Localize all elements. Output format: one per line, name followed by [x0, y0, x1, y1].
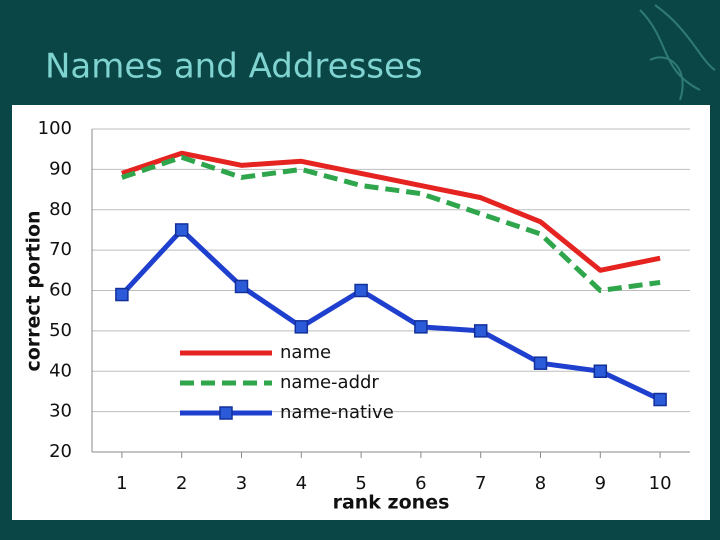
point-marker [593, 364, 608, 378]
x-tick-label: 9 [595, 473, 606, 494]
y-tick-label: 30 [49, 401, 72, 422]
x-tick-label: 1 [116, 473, 127, 494]
x-axis-label: rank zones [333, 492, 450, 514]
y-axis-label: correct portion [23, 210, 45, 371]
y-tick-label: 20 [49, 441, 72, 462]
legend-label: name-native [280, 402, 394, 423]
y-tick-label: 40 [49, 360, 72, 381]
x-tick-label: 2 [176, 473, 187, 494]
point-marker [653, 392, 667, 407]
series-line [121, 154, 661, 293]
x-tick-label: 4 [296, 473, 307, 494]
x-tick-label: 7 [475, 473, 486, 494]
x-tick-label: 6 [415, 473, 426, 494]
legend-marker [219, 406, 233, 420]
decoration [639, 4, 716, 101]
legend-label: name-addr [280, 372, 379, 393]
x-tick-label: 5 [355, 473, 366, 494]
point-marker [174, 223, 189, 237]
point-marker [533, 356, 548, 370]
point-marker [115, 287, 129, 302]
series-line [121, 150, 661, 273]
point-marker [234, 279, 249, 294]
x-tick-label: 8 [535, 473, 546, 494]
y-tick-label: 100 [38, 118, 72, 139]
slide-title: Names and Addresses [45, 47, 423, 87]
x-tick-label: 10 [649, 473, 672, 494]
point-marker [473, 324, 488, 338]
point-marker [294, 320, 309, 334]
point-marker [414, 320, 428, 334]
y-tick-label: 50 [49, 320, 72, 341]
y-tick-label: 90 [49, 158, 72, 179]
y-tick-label: 60 [49, 280, 72, 301]
point-marker [354, 283, 368, 298]
legend-label: name [280, 342, 331, 363]
y-tick-label: 70 [49, 239, 72, 260]
y-tick-label: 80 [49, 199, 72, 220]
series-line [120, 227, 662, 402]
x-tick-label: 3 [236, 473, 247, 494]
